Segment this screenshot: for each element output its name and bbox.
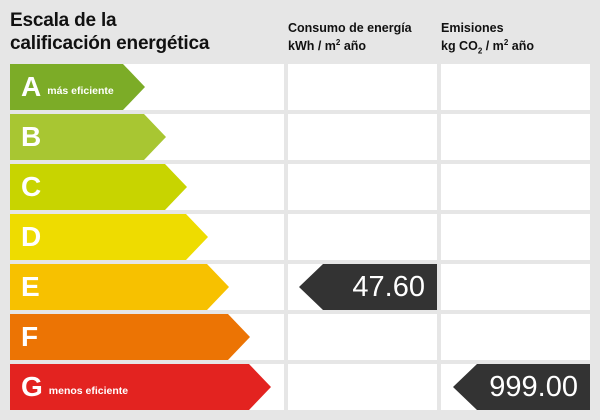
- rating-letter-g: G: [21, 371, 43, 402]
- rating-letter-a: A: [21, 71, 42, 102]
- energy-column-header: Consumo de energía kWh / m2 año: [288, 19, 412, 55]
- chart-title: Escala de la calificación energética: [10, 9, 209, 55]
- rating-cell-d-2: [441, 214, 590, 260]
- rating-letter-d: D: [21, 221, 42, 252]
- title-line-2: calificación energética: [10, 33, 210, 54]
- rating-cell-g-1: [288, 364, 437, 410]
- rating-bar-d: D: [10, 214, 208, 260]
- emissions-unit: kg CO2 / m2 año: [441, 37, 534, 56]
- rating-letter-e: E: [21, 271, 40, 302]
- rating-cell-d-1: [288, 214, 437, 260]
- rating-bar-e: E: [10, 264, 229, 310]
- rating-bar-f: F: [10, 314, 250, 360]
- rating-cell-a-1: [288, 64, 437, 110]
- rating-letter-b: B: [21, 121, 42, 152]
- rating-note-a: más eficiente: [47, 85, 114, 97]
- emissions-column-header: Emisiones kg CO2 / m2 año: [441, 19, 534, 55]
- emissions-header-label: Emisiones: [441, 21, 504, 35]
- rating-cell-b-2: [441, 114, 590, 160]
- rating-cell-e-2: [441, 264, 590, 310]
- rating-note-g: menos eficiente: [48, 385, 129, 397]
- energy-value-marker: 47.60: [299, 264, 437, 310]
- energy-unit: kWh / m2 año: [288, 37, 367, 53]
- energy-header-label: Consumo de energía: [288, 21, 412, 35]
- rating-cell-f-2: [441, 314, 590, 360]
- rating-letter-f: F: [21, 321, 39, 352]
- rating-cell-c-2: [441, 164, 590, 210]
- title-line-1: Escala de la: [10, 10, 117, 31]
- rating-bar-b: B: [10, 114, 166, 160]
- rating-cell-c-1: [288, 164, 437, 210]
- rating-cell-b-1: [288, 114, 437, 160]
- rating-bar-c: C: [10, 164, 187, 210]
- rating-cell-a-2: [441, 64, 590, 110]
- emissions-value-marker: 999.00: [453, 364, 590, 410]
- rating-cell-f-1: [288, 314, 437, 360]
- rating-letter-c: C: [21, 171, 42, 202]
